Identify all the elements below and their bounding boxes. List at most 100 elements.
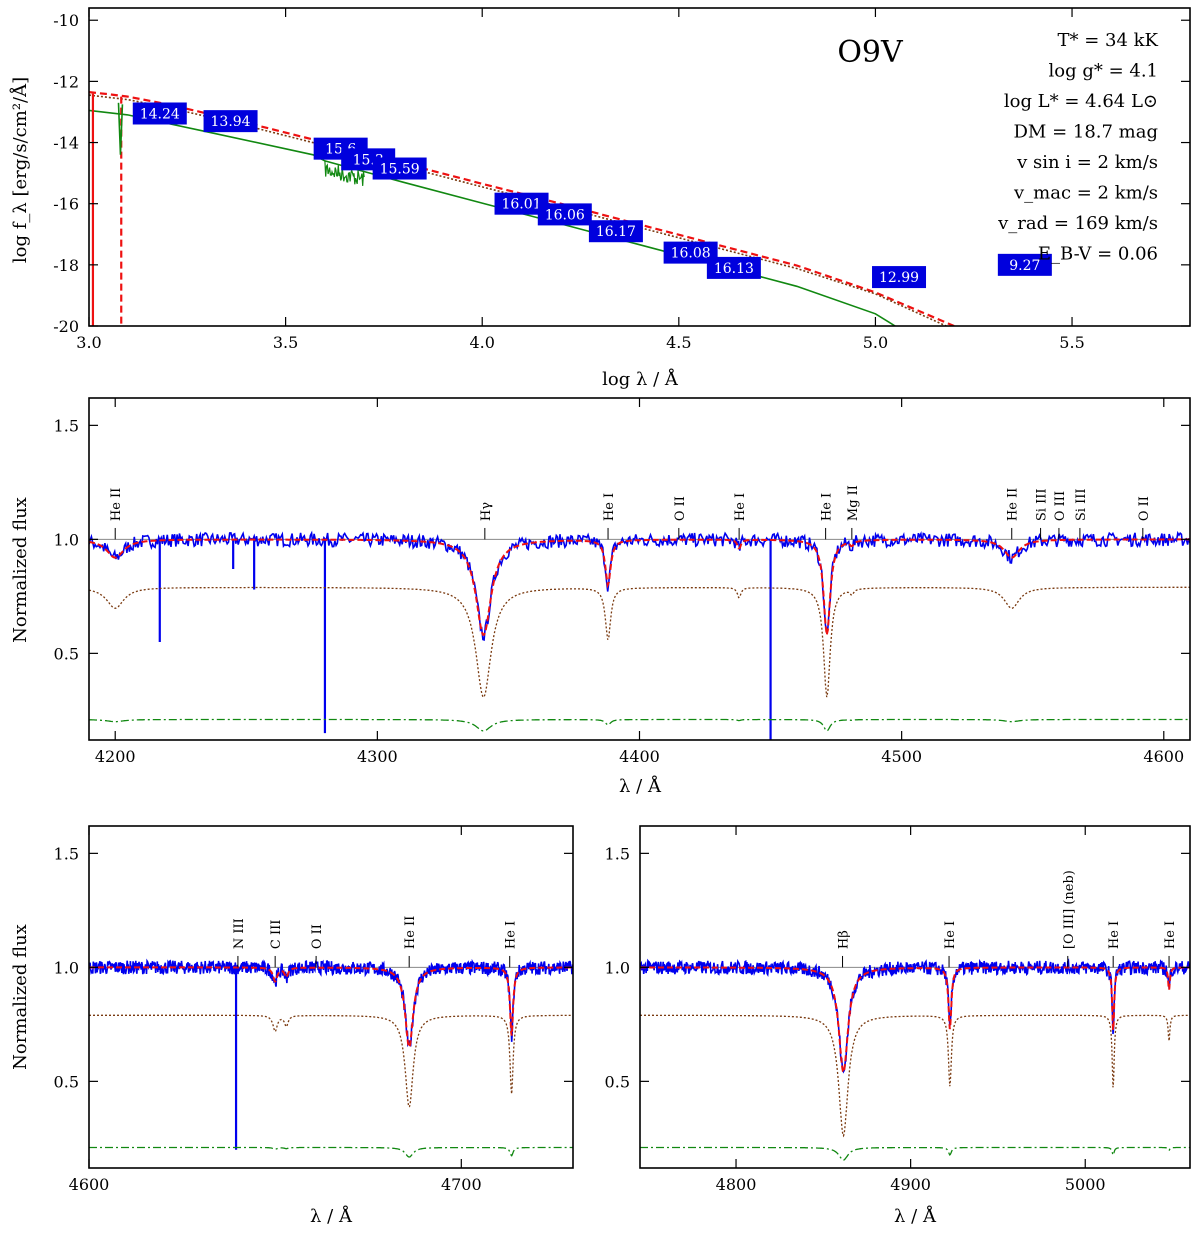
ytick-label: -10 [53, 11, 79, 30]
blue-line-label: Si III [1035, 489, 1050, 522]
mid-frame [88, 825, 574, 1169]
photometry-label: 15.59 [380, 162, 420, 178]
ytick-label: -12 [53, 72, 79, 91]
photometry-label: 14.24 [140, 106, 180, 122]
blue-photosphere [89, 586, 1190, 698]
xtick-label: 5.0 [863, 333, 888, 352]
mid-line-label: N III [232, 918, 247, 949]
ytick-label: 1.5 [54, 416, 79, 435]
blue-line-label: O III [1053, 491, 1068, 521]
mid-observed [89, 958, 573, 1048]
blue-curves [89, 530, 1190, 740]
mid-star-component [89, 1146, 573, 1158]
ytick-label: 1.0 [54, 530, 79, 549]
parameter-2: log L* = 4.64 L⊙ [1004, 91, 1158, 112]
ytick-label: 0.5 [54, 1072, 79, 1091]
blue-xlabel: λ / Å [619, 775, 662, 797]
xtick-label: 4200 [95, 747, 136, 766]
parameter-0: T* = 34 kK [1057, 30, 1158, 51]
sed-title: O9V [837, 35, 904, 70]
xtick-label: 5000 [1065, 1175, 1106, 1194]
mid-axis-ticks: 4600 4700 0.5 1.0 1.5 [54, 826, 573, 1194]
blue-model [89, 538, 1190, 636]
mid-model [89, 966, 573, 1049]
blue-line-label: O II [1137, 496, 1152, 521]
parameter-3: DM = 18.7 mag [1013, 122, 1158, 143]
xtick-label: 4900 [890, 1175, 931, 1194]
ytick-label: -20 [53, 317, 79, 336]
ytick-label: 0.5 [54, 644, 79, 663]
blue-line-label: He I [602, 493, 617, 521]
photometry-box [494, 192, 549, 215]
photometry-box [997, 253, 1052, 276]
mid-line-label: He I [504, 921, 519, 949]
blue-line-label: He II [109, 488, 124, 521]
mid-ylabel: Normalized flux [10, 924, 31, 1070]
photometry-box [588, 220, 643, 243]
blue-ylabel: Normalized flux [10, 497, 31, 643]
sed-line-dip [117, 102, 124, 155]
blue-line-label: He I [733, 493, 748, 521]
red-curves [640, 958, 1190, 1161]
xtick-label: 3.5 [273, 333, 298, 352]
blue-line-label: Mg II [846, 485, 861, 521]
red-axis-ticks: 4800 4900 5000 0.5 1.0 1.5 [605, 826, 1190, 1194]
ytick-label: 1.0 [605, 958, 630, 977]
red-line-label: He I [1163, 921, 1178, 949]
photometry-label: 16.08 [671, 246, 711, 262]
photometry-label: 16.17 [596, 224, 636, 240]
photometry-box [706, 256, 761, 279]
parameter-4: v sin i = 2 km/s [1016, 152, 1158, 173]
xtick-label: 4600 [69, 1175, 110, 1194]
blue-line-label: O II [673, 496, 688, 521]
photometry-box [872, 266, 927, 289]
blue-line-label: He II [1006, 488, 1021, 521]
photometry-label: 16.01 [501, 197, 541, 213]
mid-line-label: O II [310, 924, 325, 949]
xtick-label: 4.0 [469, 333, 494, 352]
xtick-label: 4.5 [666, 333, 691, 352]
blue-line-label: Hγ [479, 502, 494, 521]
sed-axis-ticks: 3.0 3.5 4.0 4.5 5.0 5.5 -20 -18 -16 -14 -12 -10 [53, 8, 1190, 352]
photometry-label: 16.13 [714, 261, 754, 277]
sed-ylabel: log f_λ [erg/s/cm²/Å] [9, 77, 31, 263]
red-line-label: He I [1107, 921, 1122, 949]
red-line-label: [O III] (neb) [1062, 870, 1077, 949]
sed-xlabel: log λ / Å [602, 368, 679, 390]
mid-photosphere [89, 1014, 573, 1108]
xtick-label: 4400 [619, 747, 660, 766]
ytick-label: 0.5 [605, 1072, 630, 1091]
red-observed [640, 958, 1190, 1074]
photometry-label: 13.94 [211, 114, 251, 130]
sed-panel: 14.24 13.9415.615.315.5916.0116.0616.1716… [9, 7, 1191, 390]
xtick-label: 5.5 [1059, 333, 1084, 352]
photometry-label: 12.99 [879, 270, 919, 286]
blue-star-component [89, 718, 1190, 732]
red-photosphere [640, 1014, 1190, 1138]
xtick-label: 4300 [357, 747, 398, 766]
mid-xlabel: λ / Å [310, 1205, 353, 1227]
parameter-7: E_B-V = 0.06 [1038, 244, 1158, 265]
ytick-label: 1.0 [54, 958, 79, 977]
ytick-label: -18 [53, 256, 79, 275]
ytick-label: -16 [53, 195, 79, 214]
xtick-label: 4600 [1143, 747, 1184, 766]
xtick-label: 3.0 [76, 333, 101, 352]
red-star-component [640, 1146, 1190, 1161]
blue-observed [89, 530, 1190, 641]
red-frame [639, 825, 1191, 1169]
red-spectrum-panel: Hβ He I [O III] (neb) He I He I 4800 4900 5000… [605, 825, 1191, 1227]
photometry-box [203, 110, 258, 133]
mid-curves [89, 958, 573, 1158]
red-line-label: Hβ [837, 930, 852, 949]
photometry-box [132, 102, 187, 125]
sed-plot-area: 14.24 13.9415.615.315.5916.0116.0616.1716… [89, 91, 1052, 326]
photometry-label: 9.27 [1009, 258, 1040, 274]
red-line-label: He I [943, 921, 958, 949]
ytick-label: 1.5 [54, 844, 79, 863]
mid-line-label: C III [269, 920, 284, 950]
sed-observed-spectrum [324, 160, 365, 186]
